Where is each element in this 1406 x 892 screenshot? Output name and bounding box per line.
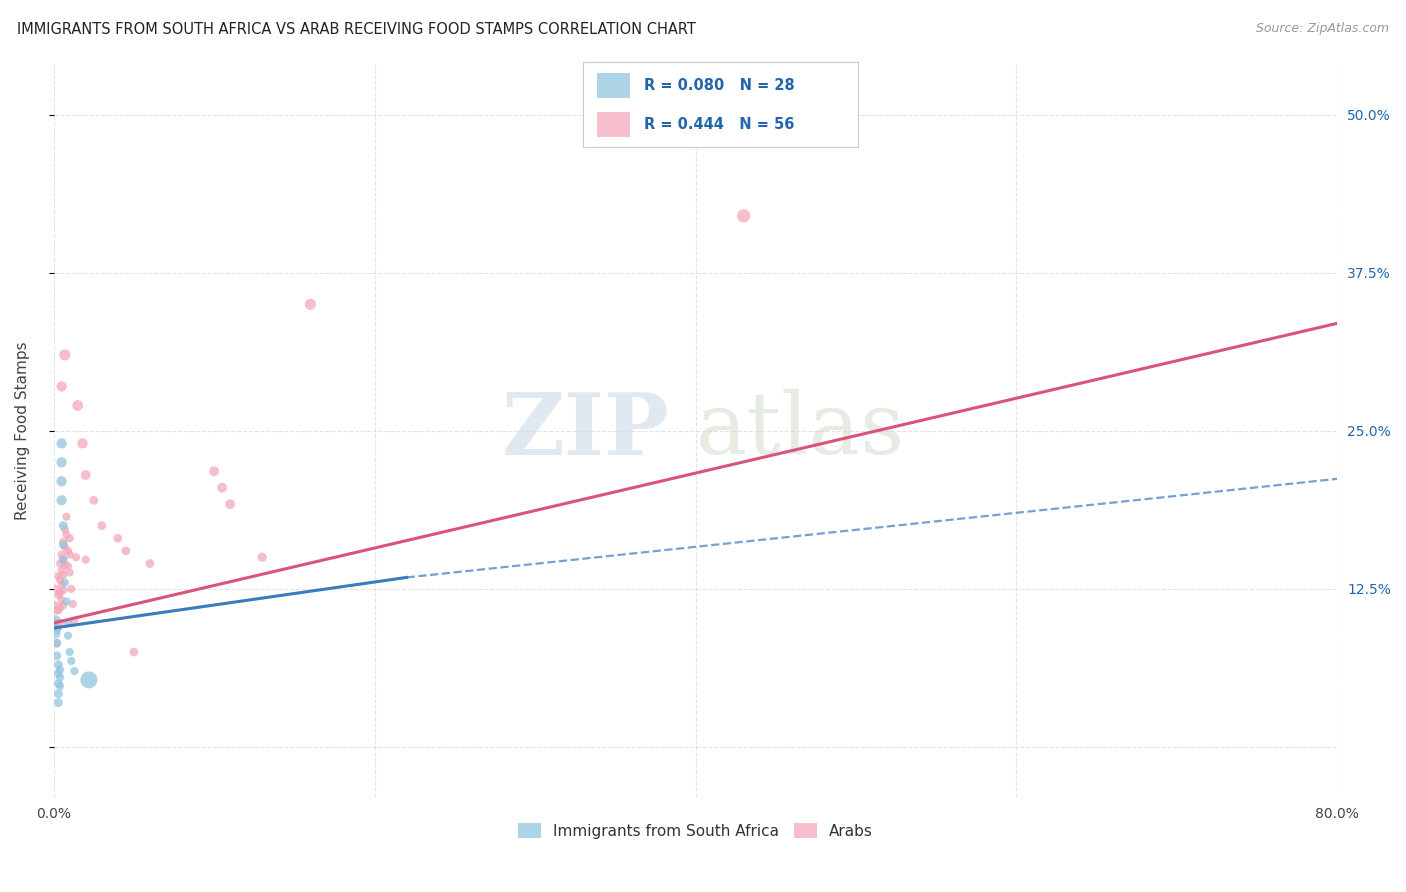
Point <box>51 548 73 562</box>
Point <box>59 548 82 562</box>
Point <box>45 636 67 650</box>
Point <box>48 569 70 583</box>
Point <box>75 552 97 566</box>
Text: Source: ZipAtlas.com: Source: ZipAtlas.com <box>1256 22 1389 36</box>
Text: R = 0.080   N = 28: R = 0.080 N = 28 <box>644 78 794 93</box>
Y-axis label: Receiving Food Stamps: Receiving Food Stamps <box>15 342 30 520</box>
Point <box>252 550 274 565</box>
Point <box>202 464 225 478</box>
Point <box>52 537 75 551</box>
Point <box>56 559 79 574</box>
Point <box>52 583 75 598</box>
Point <box>48 666 70 681</box>
Point <box>49 670 72 684</box>
Point <box>139 557 162 571</box>
Point <box>53 522 76 536</box>
Point <box>51 578 73 592</box>
Point <box>48 696 70 710</box>
Text: ZIP: ZIP <box>502 389 669 473</box>
Point <box>72 436 94 450</box>
Point <box>60 582 83 596</box>
Point <box>51 493 73 508</box>
Point <box>51 563 73 577</box>
Point <box>49 679 72 693</box>
Point <box>211 481 233 495</box>
Point <box>219 497 242 511</box>
Point <box>75 468 97 483</box>
Point <box>53 575 76 590</box>
Point <box>83 493 105 508</box>
Point <box>122 645 145 659</box>
Point <box>55 509 77 524</box>
Text: IMMIGRANTS FROM SOUTH AFRICA VS ARAB RECEIVING FOOD STAMPS CORRELATION CHART: IMMIGRANTS FROM SOUTH AFRICA VS ARAB REC… <box>17 22 696 37</box>
Point <box>48 676 70 690</box>
Point <box>77 673 100 687</box>
Point <box>51 379 73 393</box>
Point <box>52 518 75 533</box>
Point <box>51 475 73 489</box>
Point <box>49 615 72 630</box>
Point <box>107 531 129 545</box>
Point <box>56 615 79 630</box>
Point <box>49 663 72 677</box>
Point <box>52 552 75 566</box>
Point <box>44 599 66 613</box>
Point <box>52 552 75 566</box>
Point <box>45 648 67 663</box>
Point <box>53 540 76 554</box>
Point <box>45 620 67 634</box>
Point <box>52 599 75 613</box>
Point <box>48 657 70 672</box>
Point <box>48 620 70 634</box>
Point <box>733 209 755 223</box>
Point <box>51 593 73 607</box>
Point <box>66 399 89 413</box>
Point <box>60 654 83 668</box>
Point <box>53 558 76 572</box>
Point <box>65 550 87 565</box>
Point <box>48 588 70 602</box>
Point <box>51 436 73 450</box>
Point <box>48 603 70 617</box>
Point <box>56 544 79 558</box>
Point <box>55 594 77 608</box>
Point <box>52 535 75 549</box>
Point <box>59 566 82 580</box>
Point <box>44 626 66 640</box>
Point <box>90 518 112 533</box>
Point <box>44 615 66 630</box>
Bar <box>598 112 630 137</box>
Point <box>44 582 66 596</box>
Text: R = 0.444   N = 56: R = 0.444 N = 56 <box>644 117 794 132</box>
Point <box>45 603 67 617</box>
Point <box>59 531 82 545</box>
Point <box>55 527 77 541</box>
Point <box>49 573 72 587</box>
Point <box>48 687 70 701</box>
Text: atlas: atlas <box>696 389 904 473</box>
Point <box>49 585 72 599</box>
Point <box>53 348 76 362</box>
Point <box>51 455 73 469</box>
Point <box>49 600 72 615</box>
Point <box>49 557 72 571</box>
Point <box>63 664 86 678</box>
Point <box>299 297 322 311</box>
Point <box>45 636 67 650</box>
Point <box>45 622 67 636</box>
Point <box>52 568 75 582</box>
Point <box>56 629 79 643</box>
Point <box>63 614 86 628</box>
Point <box>59 645 82 659</box>
Point <box>114 544 136 558</box>
Point <box>44 614 66 628</box>
Legend: Immigrants from South Africa, Arabs: Immigrants from South Africa, Arabs <box>512 816 879 845</box>
Point <box>62 597 84 611</box>
Bar <box>598 72 630 98</box>
